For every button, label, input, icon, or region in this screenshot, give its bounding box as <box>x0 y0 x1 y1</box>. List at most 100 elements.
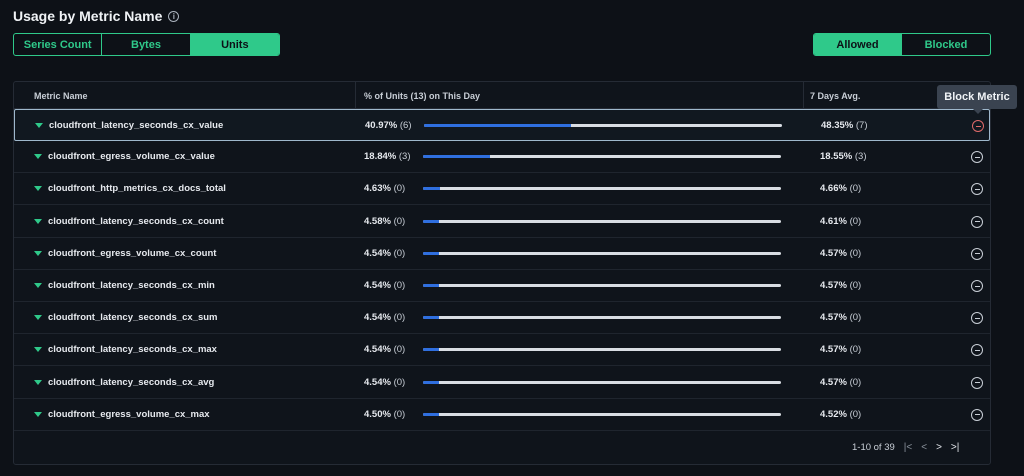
expand-caret-icon[interactable] <box>34 379 42 385</box>
usage-progress-fill <box>423 380 440 384</box>
tab-series-count[interactable]: Series Count <box>14 34 103 55</box>
table-row[interactable]: cloudfront_latency_seconds_cx_value 40.9… <box>14 109 990 141</box>
column-divider <box>803 82 804 109</box>
percent-value: 18.84% <box>364 151 397 163</box>
usage-progress-fill <box>423 316 440 320</box>
view-toggle: Series Count Bytes Units <box>13 33 280 56</box>
expand-caret-icon[interactable] <box>34 411 42 417</box>
avg-count: (0) <box>849 215 862 227</box>
metric-name: cloudfront_latency_seconds_cx_avg <box>48 376 215 388</box>
block-metric-icon[interactable] <box>971 376 983 389</box>
seven-day-avg: 4.57% (0) <box>820 377 861 388</box>
expand-caret-icon[interactable] <box>34 154 42 160</box>
percent-count: (3) <box>398 151 411 163</box>
metric-name: cloudfront_latency_seconds_cx_sum <box>48 312 218 324</box>
column-header-seven-day-avg[interactable]: 7 Days Avg. <box>810 91 861 101</box>
table-row[interactable]: cloudfront_latency_seconds_cx_max 4.54% … <box>14 334 990 367</box>
table-row[interactable]: cloudfront_latency_seconds_cx_sum 4.54% … <box>14 302 990 335</box>
block-metric-icon[interactable] <box>971 408 983 421</box>
table-row[interactable]: cloudfront_http_metrics_cx_docs_total 4.… <box>14 173 990 206</box>
block-metric-icon[interactable] <box>972 120 984 132</box>
page-title: Usage by Metric Name i <box>13 8 180 24</box>
avg-value: 4.57% <box>820 247 847 259</box>
usage-progress-fill <box>424 124 571 127</box>
block-metric-icon[interactable] <box>971 344 983 357</box>
title-text: Usage by Metric Name <box>13 8 163 24</box>
tab-units[interactable]: Units <box>190 34 279 55</box>
next-page-icon[interactable]: > <box>936 442 942 453</box>
expand-caret-icon[interactable] <box>34 218 42 224</box>
column-header-metric-name[interactable]: Metric Name <box>34 91 88 101</box>
percent-units: 4.54% (0) <box>364 344 405 355</box>
block-metric-icon[interactable] <box>971 215 983 228</box>
prev-page-icon[interactable]: < <box>921 442 928 453</box>
tab-allowed[interactable]: Allowed <box>814 34 902 55</box>
avg-count: (3) <box>854 151 867 163</box>
block-metric-tooltip: Block Metric <box>937 85 1017 114</box>
expand-caret-icon[interactable] <box>34 186 42 192</box>
seven-day-avg: 4.57% (0) <box>820 344 861 355</box>
metric-name: cloudfront_egress_volume_cx_count <box>48 247 217 259</box>
expand-caret-icon[interactable] <box>35 123 43 128</box>
percent-units: 4.58% (0) <box>364 216 405 227</box>
percent-count: (0) <box>393 215 406 227</box>
avg-count: (0) <box>849 280 862 291</box>
usage-progress-bar <box>423 187 781 191</box>
usage-progress-fill <box>423 219 440 223</box>
expand-caret-icon[interactable] <box>34 283 42 288</box>
usage-progress-bar <box>423 284 781 287</box>
percent-value: 4.54% <box>364 376 391 388</box>
usage-progress-bar <box>423 316 781 320</box>
metric-name: cloudfront_latency_seconds_cx_count <box>48 215 224 227</box>
first-page-icon[interactable]: |< <box>903 442 913 453</box>
usage-progress-fill <box>423 187 440 191</box>
metric-name: cloudfront_latency_seconds_cx_max <box>48 344 217 356</box>
table-row[interactable]: cloudfront_egress_volume_cx_max 4.50% (0… <box>14 399 990 431</box>
pagination: 1-10 of 39 |< < > >| <box>852 442 959 453</box>
avg-value: 4.57% <box>820 376 847 388</box>
usage-progress-fill <box>423 251 440 255</box>
percent-count: (0) <box>393 408 406 420</box>
avg-count: (0) <box>849 247 862 259</box>
percent-value: 4.50% <box>364 408 391 420</box>
percent-value: 4.54% <box>364 280 391 291</box>
usage-progress-bar <box>423 219 781 223</box>
seven-day-avg: 48.35% (7) <box>821 120 868 131</box>
percent-value: 40.97% <box>365 120 398 131</box>
table-row[interactable]: cloudfront_egress_volume_cx_value 18.84%… <box>14 141 990 174</box>
usage-progress-fill <box>423 412 440 416</box>
block-metric-icon[interactable] <box>971 151 983 164</box>
percent-value: 4.58% <box>364 215 391 227</box>
avg-value: 48.35% <box>821 120 854 131</box>
block-metric-icon[interactable] <box>971 312 983 325</box>
expand-caret-icon[interactable] <box>34 315 42 321</box>
avg-value: 4.66% <box>820 183 847 195</box>
avg-count: (0) <box>849 408 862 420</box>
block-metric-icon[interactable] <box>971 247 983 260</box>
column-header-percent-units[interactable]: % of Units (13) on This Day <box>364 91 481 101</box>
metrics-table: Metric Name % of Units (13) on This Day … <box>13 81 991 465</box>
block-metric-icon[interactable] <box>971 183 983 196</box>
percent-units: 18.84% (3) <box>364 151 411 162</box>
tab-blocked[interactable]: Blocked <box>924 38 968 51</box>
percent-count: (0) <box>393 280 406 291</box>
avg-count: (0) <box>849 376 862 388</box>
status-toggle: Allowed Blocked <box>813 33 991 56</box>
percent-value: 4.54% <box>364 312 391 324</box>
tab-bytes[interactable]: Bytes <box>102 34 191 55</box>
metric-name: cloudfront_http_metrics_cx_docs_total <box>48 183 226 195</box>
expand-caret-icon[interactable] <box>34 250 42 256</box>
last-page-icon[interactable]: >| <box>950 442 960 453</box>
expand-caret-icon[interactable] <box>34 347 42 353</box>
table-row[interactable]: cloudfront_latency_seconds_cx_avg 4.54% … <box>14 367 990 399</box>
avg-value: 4.57% <box>820 344 847 356</box>
metric-name: cloudfront_latency_seconds_cx_min <box>48 280 215 291</box>
percent-value: 4.54% <box>364 344 391 356</box>
info-icon[interactable]: i <box>168 10 180 22</box>
block-metric-icon[interactable] <box>971 280 983 292</box>
metric-name: cloudfront_egress_volume_cx_max <box>48 408 210 420</box>
table-row[interactable]: cloudfront_latency_seconds_cx_count 4.58… <box>14 206 990 238</box>
seven-day-avg: 4.52% (0) <box>820 409 861 420</box>
table-row[interactable]: cloudfront_latency_seconds_cx_min 4.54% … <box>14 270 990 302</box>
table-row[interactable]: cloudfront_egress_volume_cx_count 4.54% … <box>14 238 990 270</box>
